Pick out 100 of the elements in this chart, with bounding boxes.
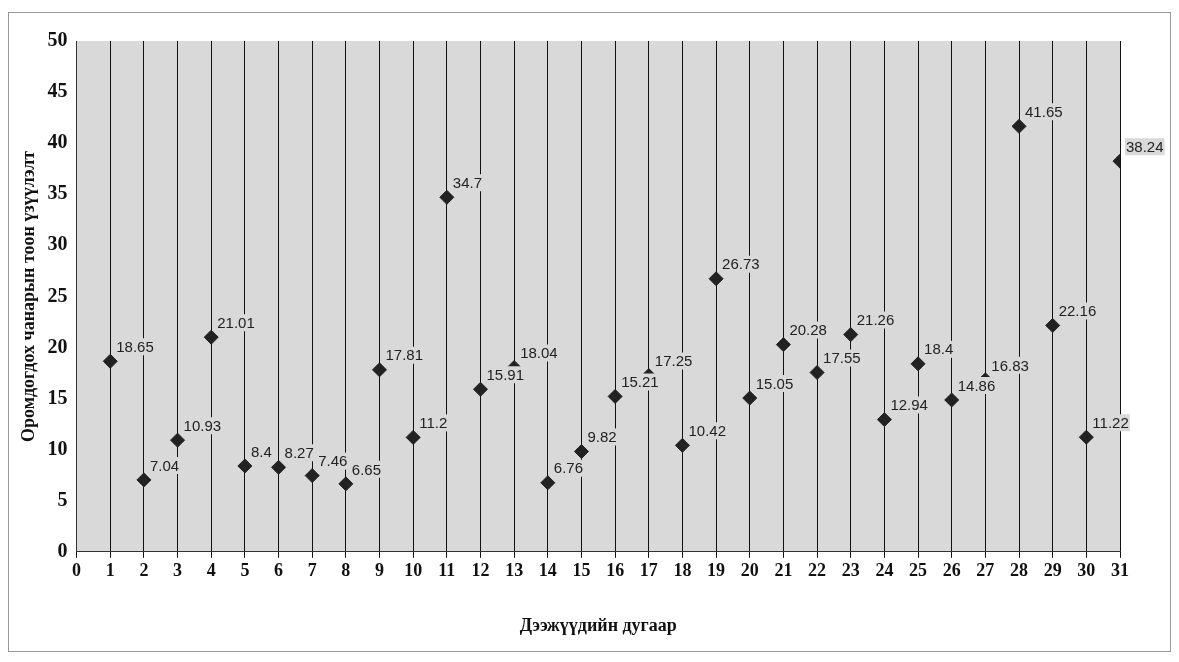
x-tick-label: 31 — [1111, 560, 1129, 581]
x-tick-label: 16 — [606, 560, 625, 581]
point — [473, 381, 488, 397]
x-tick-label: 13 — [505, 560, 524, 581]
data-label: 8.4 — [250, 442, 272, 460]
y-tick-label: 45 — [47, 79, 68, 102]
data-label: 14.86 — [957, 376, 996, 394]
y-tick-label: 25 — [47, 283, 68, 306]
point — [944, 392, 960, 408]
point — [674, 437, 690, 453]
data-label: 20.28 — [789, 321, 827, 339]
x-tick-label: 3 — [173, 560, 183, 581]
point — [775, 337, 791, 353]
x-tick-label: 9 — [375, 560, 385, 581]
data-label: 6.76 — [553, 459, 584, 477]
point — [607, 388, 623, 404]
point — [237, 458, 253, 474]
point — [540, 475, 556, 491]
y-tick-label: 40 — [47, 130, 68, 153]
data-label: 8.27 — [284, 443, 314, 461]
point — [809, 365, 825, 381]
point — [876, 412, 892, 428]
x-tick-label: 23 — [841, 560, 860, 581]
x-tick-label: 6 — [274, 560, 284, 581]
data-label: 15.21 — [621, 373, 659, 391]
x-tick-label: 20 — [740, 560, 759, 581]
y-tick-label: 35 — [47, 181, 68, 204]
data-label: 9.82 — [587, 428, 617, 446]
point — [1045, 317, 1061, 333]
y-axis-title: Оромдогдох чанарын тоон үзүүлэлт — [18, 150, 39, 442]
x-tick-label: 27 — [976, 560, 995, 581]
data-label: 16.83 — [991, 356, 1029, 374]
point — [372, 362, 388, 378]
data-label: 21.01 — [217, 313, 255, 331]
data-label: 22.16 — [1058, 302, 1097, 320]
x-tick-label: 5 — [240, 560, 250, 581]
point — [271, 459, 287, 475]
x-tick-label: 1 — [105, 560, 115, 581]
x-tick-label: 14 — [538, 560, 557, 581]
data-label: 17.81 — [385, 346, 424, 364]
data-label: 17.55 — [823, 349, 861, 367]
x-tick-label: 17 — [639, 560, 658, 581]
point — [304, 468, 320, 484]
data-label: 21.26 — [856, 311, 895, 329]
point — [170, 432, 186, 448]
data-label: 18.04 — [520, 344, 558, 362]
y-tick-label: 0 — [57, 538, 68, 561]
data-label: 15.91 — [486, 365, 525, 383]
point — [1011, 118, 1027, 134]
x-axis-title: Дээжүүдийн дугаар — [519, 614, 677, 635]
point — [102, 353, 118, 369]
y-tick-label: 5 — [57, 487, 68, 510]
x-tick-label: 15 — [572, 560, 591, 581]
point — [136, 472, 152, 488]
point — [708, 271, 724, 287]
data-label: 12.94 — [890, 396, 928, 414]
y-tick-label: 10 — [47, 436, 68, 459]
data-label: 18.65 — [116, 337, 154, 355]
point — [405, 429, 421, 445]
data-label: 6.65 — [351, 460, 382, 478]
data-label: 11.22 — [1092, 413, 1129, 431]
x-tick-label: 12 — [471, 560, 490, 581]
y-tick-label: 30 — [47, 232, 68, 255]
x-tick-label: 26 — [942, 560, 961, 581]
x-tick-label: 2 — [139, 560, 149, 581]
y-tick-label: 20 — [47, 334, 68, 357]
data-label: 38.24 — [1126, 137, 1164, 155]
point — [843, 327, 859, 343]
data-label: 17.25 — [654, 352, 693, 370]
data-label: 41.65 — [1025, 102, 1063, 120]
y-tick-label: 15 — [47, 385, 68, 408]
x-tick-label: 22 — [808, 560, 827, 581]
point — [439, 189, 455, 205]
data-label: 15.05 — [755, 374, 794, 392]
x-tick-label: 21 — [774, 560, 793, 581]
point — [203, 329, 219, 345]
data-label: 7.04 — [149, 456, 180, 474]
data-label: 11.2 — [419, 414, 448, 432]
x-tick-label: 25 — [909, 560, 928, 581]
data-label: 26.73 — [722, 255, 760, 273]
point — [910, 356, 926, 372]
data-label: 10.93 — [183, 416, 222, 434]
x-tick-label: 11 — [438, 560, 456, 581]
x-tick-label: 29 — [1043, 560, 1062, 581]
data-label: 34.7 — [452, 173, 483, 191]
x-tick-label: 4 — [206, 560, 216, 581]
data-label: 18.4 — [924, 340, 954, 358]
point — [573, 443, 589, 459]
x-tick-label: 28 — [1010, 560, 1029, 581]
x-tick-label: 10 — [404, 560, 423, 581]
data-label: 10.42 — [688, 421, 726, 439]
point — [1078, 429, 1094, 445]
x-tick-label: 19 — [707, 560, 726, 581]
x-tick-label: 7 — [307, 560, 317, 581]
point — [338, 476, 354, 492]
x-tick-label: 18 — [673, 560, 692, 581]
x-tick-label: 8 — [341, 560, 351, 581]
y-tick-label: 50 — [47, 28, 68, 51]
point — [742, 390, 758, 406]
x-tick-label: 24 — [875, 560, 894, 581]
